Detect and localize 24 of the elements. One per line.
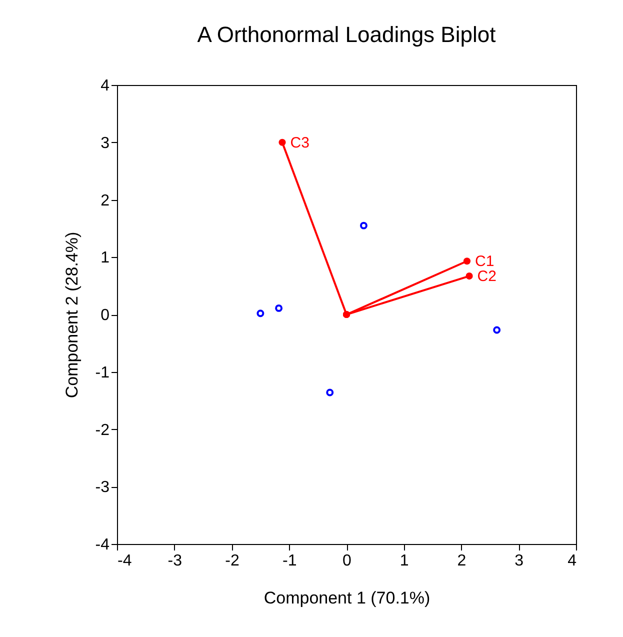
x-tick-label: -4 [118,552,132,570]
x-tick-label: 3 [514,552,524,570]
y-tick-label: 0 [100,307,110,324]
chart-title: A Orthonormal Loadings Biplot [197,22,496,47]
x-tick-label: 2 [457,552,466,570]
y-tick-label: -1 [95,364,110,382]
x-tick-label: 1 [400,552,409,570]
x-tick-label: 0 [342,552,352,570]
y-tick-label: 4 [100,78,110,94]
y-tick-label: -2 [95,422,110,439]
y-axis-title: Component 2 (28.4%) [62,232,82,398]
x-tick-label: 4 [568,552,577,570]
x-tick-label: -3 [168,552,182,570]
annotation: C1 [474,253,494,270]
y-tick-label: 1 [100,250,110,267]
annotation: C2 [477,268,496,286]
y-tick-label: 3 [100,134,110,152]
x-axis-title: Component 1 (70.1%) [264,588,430,608]
y-tick-label: -3 [95,479,110,496]
x-tick-label: -1 [282,552,297,570]
annotation: C3 [290,134,310,152]
y-tick-label: -4 [95,536,110,554]
y-tick-label: 2 [100,192,110,210]
x-tick-label: -2 [225,552,240,570]
